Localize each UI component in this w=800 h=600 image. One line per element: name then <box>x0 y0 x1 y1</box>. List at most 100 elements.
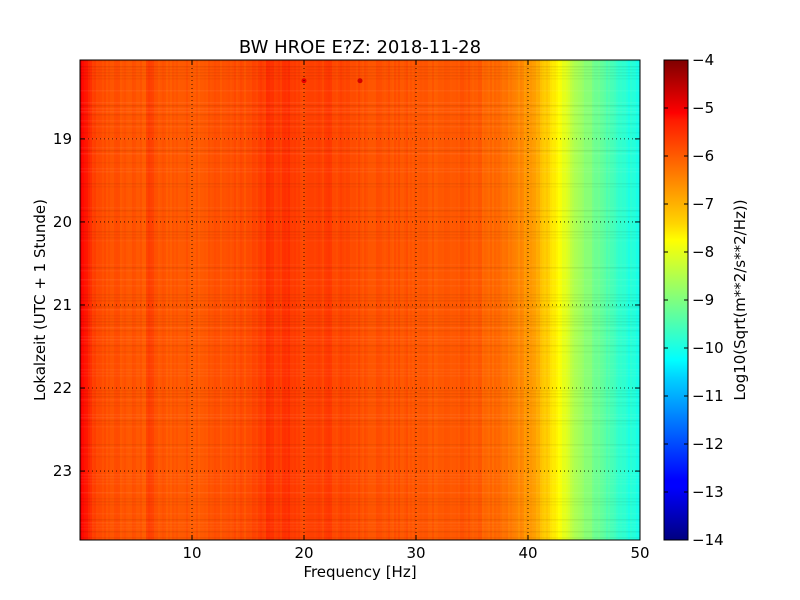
heatmap-column <box>364 60 367 540</box>
heatmap-column <box>464 60 467 540</box>
heatmap-column <box>386 60 389 540</box>
heatmap-column <box>366 60 369 540</box>
heatmap-column <box>446 60 449 540</box>
heatmap-column <box>638 60 641 540</box>
heatmap <box>80 60 641 540</box>
y-tick-label: 20 <box>53 213 72 231</box>
heatmap-column <box>252 60 255 540</box>
heatmap-column <box>106 60 109 540</box>
heatmap-column <box>304 60 307 540</box>
heatmap-column <box>96 60 99 540</box>
heatmap-column <box>468 60 471 540</box>
heatmap-column <box>554 60 557 540</box>
heatmap-column <box>194 60 197 540</box>
heatmap-noise-band <box>80 210 640 212</box>
heatmap-column <box>206 60 209 540</box>
heatmap-column <box>574 60 577 540</box>
heatmap-column <box>528 60 531 540</box>
heatmap-column <box>412 60 415 540</box>
heatmap-column <box>322 60 325 540</box>
heatmap-column <box>424 60 427 540</box>
heatmap-column <box>294 60 297 540</box>
heatmap-noise-band <box>80 231 640 233</box>
heatmap-column <box>200 60 203 540</box>
heatmap-column <box>428 60 431 540</box>
heatmap-noise-band <box>80 414 640 416</box>
heatmap-column <box>126 60 129 540</box>
y-axis-ticks: 19 20 21 22 23 <box>53 130 640 480</box>
heatmap-column <box>232 60 235 540</box>
heatmap-column <box>536 60 539 540</box>
heatmap-column <box>460 60 463 540</box>
heatmap-column <box>474 60 477 540</box>
heatmap-column <box>348 60 351 540</box>
heatmap-noise-band <box>80 168 640 170</box>
heatmap-noise-band <box>80 342 640 344</box>
heatmap-column <box>192 60 195 540</box>
heatmap-column <box>160 60 163 540</box>
heatmap-column <box>432 60 435 540</box>
heatmap-noise-band <box>80 111 640 113</box>
heatmap-column <box>344 60 347 540</box>
heatmap-column <box>114 60 117 540</box>
heatmap-column <box>380 60 383 540</box>
heatmap-column <box>562 60 565 540</box>
heatmap-column <box>442 60 445 540</box>
heatmap-column <box>220 60 223 540</box>
heatmap-noise-band <box>80 321 640 323</box>
heatmap-column <box>494 60 497 540</box>
heatmap-column <box>356 60 359 540</box>
heatmap-noise-band <box>80 216 640 218</box>
heatmap-column <box>88 60 91 540</box>
heatmap-column <box>384 60 387 540</box>
heatmap-column <box>346 60 349 540</box>
heatmap-column <box>552 60 555 540</box>
heatmap-column <box>86 60 89 540</box>
x-tick-label: 50 <box>630 544 649 562</box>
heatmap-column <box>98 60 101 540</box>
heatmap-column <box>282 60 285 540</box>
heatmap-column <box>362 60 365 540</box>
heatmap-column <box>276 60 279 540</box>
heatmap-column <box>618 60 621 540</box>
heatmap-column <box>158 60 161 540</box>
y-tick-label: 21 <box>53 296 72 314</box>
heatmap-column <box>196 60 199 540</box>
y-tick-label: 19 <box>53 130 72 148</box>
heatmap-noise-band <box>80 90 640 92</box>
heatmap-column <box>476 60 479 540</box>
heatmap-noise-band <box>80 480 640 482</box>
heatmap-column <box>564 60 567 540</box>
heatmap-column <box>630 60 633 540</box>
heatmap-column <box>224 60 227 540</box>
x-axis-label: Frequency [Hz] <box>303 563 416 581</box>
heatmap-column <box>368 60 371 540</box>
heatmap-noise-band <box>80 72 640 74</box>
heatmap-noise-band <box>80 153 640 155</box>
heatmap-noise-band <box>80 123 640 125</box>
heatmap-column <box>558 60 561 540</box>
heatmap-column <box>176 60 179 540</box>
heatmap-column <box>398 60 401 540</box>
heatmap-column <box>350 60 353 540</box>
heatmap-column <box>204 60 207 540</box>
heatmap-noise-band <box>80 423 640 425</box>
heatmap-column <box>378 60 381 540</box>
heatmap-noise-band <box>80 522 640 524</box>
heatmap-column <box>134 60 137 540</box>
heatmap-column <box>588 60 591 540</box>
heatmap-column <box>394 60 397 540</box>
transient-event <box>357 78 363 84</box>
heatmap-column <box>370 60 373 540</box>
heatmap-column <box>118 60 121 540</box>
heatmap-column <box>286 60 289 540</box>
heatmap-column <box>466 60 469 540</box>
heatmap-column <box>444 60 447 540</box>
heatmap-column <box>352 60 355 540</box>
heatmap-column <box>184 60 187 540</box>
heatmap-column <box>164 60 167 540</box>
heatmap-column <box>408 60 411 540</box>
heatmap-column <box>218 60 221 540</box>
heatmap-column <box>592 60 595 540</box>
